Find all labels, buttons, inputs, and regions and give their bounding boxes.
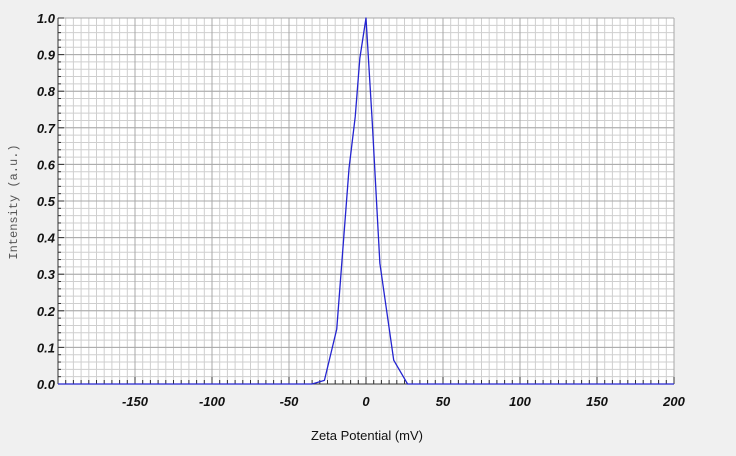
x-tick-label: 50 (436, 394, 451, 409)
y-tick-label: 0.7 (37, 121, 56, 136)
x-tick-label: -150 (122, 394, 149, 409)
x-axis-label: Zeta Potential (mV) (311, 428, 423, 443)
y-axis-label: Intensity (a.u.) (7, 144, 21, 259)
x-tick-labels: -150 -100 -50 0 50 100 150 200 (122, 394, 686, 409)
y-minor-ticks (58, 17, 64, 385)
series-group (58, 17, 674, 385)
y-tick-label: 0.2 (37, 304, 56, 319)
y-tick-label: 0.8 (37, 84, 56, 99)
y-tick-label: 0.4 (37, 231, 56, 246)
y-tick-label: 0.5 (37, 194, 56, 209)
y-tick-label: 0.6 (37, 157, 56, 172)
x-tick-label: 150 (586, 394, 608, 409)
x-minor-ticks (57, 377, 675, 384)
y-tick-label: 0.1 (37, 340, 55, 355)
y-tick-label: 1.0 (37, 11, 56, 26)
y-tick-labels: 0.0 0.1 0.2 0.3 0.4 0.5 0.6 0.7 0.8 0.9 1.0 (37, 11, 56, 392)
x-tick-label: -100 (199, 394, 226, 409)
x-tick-label: 0 (362, 394, 370, 409)
x-tick-label: -50 (280, 394, 300, 409)
x-tick-label: 100 (509, 394, 531, 409)
series-line (58, 17, 674, 385)
y-tick-label: 0.9 (37, 48, 56, 63)
y-tick-label: 0.0 (37, 377, 56, 392)
x-tick-label: 200 (662, 394, 685, 409)
y-tick-label: 0.3 (37, 267, 56, 282)
